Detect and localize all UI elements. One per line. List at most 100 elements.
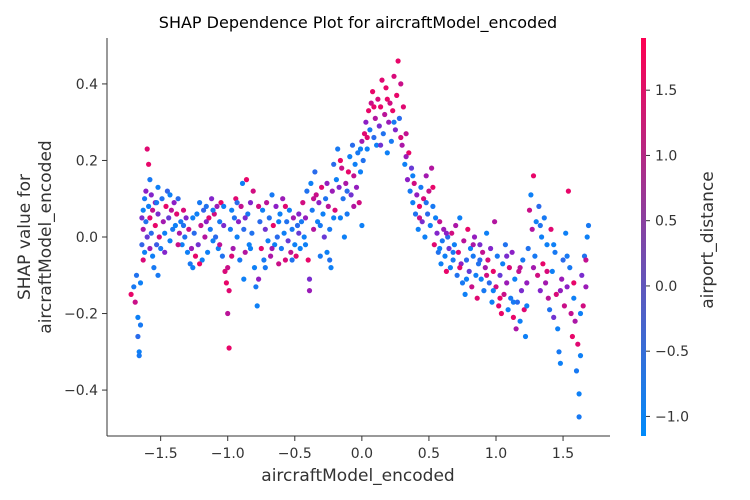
- data-point: [316, 200, 322, 206]
- data-point: [331, 215, 337, 221]
- data-point: [465, 226, 471, 232]
- data-point: [286, 207, 292, 213]
- data-point: [364, 134, 370, 141]
- data-point: [383, 85, 389, 91]
- data-point: [203, 219, 209, 225]
- data-point: [135, 333, 141, 340]
- data-point: [552, 249, 558, 255]
- data-point: [172, 222, 178, 229]
- data-point: [551, 314, 557, 320]
- data-point: [319, 184, 325, 190]
- data-point: [175, 242, 181, 248]
- data-point: [480, 249, 486, 255]
- data-point: [184, 249, 191, 255]
- data-point: [217, 219, 223, 225]
- data-point: [198, 222, 204, 229]
- data-point: [266, 215, 272, 221]
- data-point: [226, 345, 232, 351]
- data-point: [501, 291, 507, 297]
- data-point: [522, 333, 529, 340]
- data-point: [317, 253, 323, 259]
- data-point: [402, 161, 408, 167]
- y-axis-label: SHAP value for aircraftModel_encoded: [15, 140, 56, 333]
- data-point: [288, 249, 294, 255]
- data-point: [489, 299, 495, 305]
- data-point: [530, 173, 537, 179]
- x-ticks: −1.5 −1.0 −0.5 0.0 0.5 1.0 1.5: [144, 436, 574, 462]
- data-point: [135, 314, 141, 320]
- data-point: [449, 230, 455, 236]
- data-point: [343, 180, 349, 186]
- data-point: [482, 265, 488, 271]
- data-point: [253, 284, 259, 290]
- data-point: [344, 211, 350, 217]
- data-point: [320, 211, 326, 217]
- data-point: [300, 200, 306, 206]
- data-point: [305, 257, 311, 263]
- data-point: [337, 157, 343, 164]
- y-ticks: −0.4 −0.2 0.0 0.2 0.4: [64, 77, 107, 399]
- data-point: [179, 242, 185, 248]
- data-point: [372, 115, 378, 121]
- data-point: [128, 291, 134, 297]
- data-point: [378, 104, 384, 110]
- data-point: [391, 119, 397, 125]
- data-point: [302, 215, 309, 221]
- data-point: [190, 215, 196, 221]
- data-point: [351, 173, 357, 179]
- data-point: [471, 234, 478, 240]
- data-point: [168, 207, 174, 213]
- data-point: [261, 257, 267, 263]
- data-point: [139, 215, 145, 221]
- data-point: [296, 211, 302, 217]
- data-point: [529, 226, 535, 232]
- data-point: [154, 242, 160, 248]
- data-point: [549, 268, 555, 274]
- data-point: [442, 253, 448, 259]
- data-point: [415, 226, 421, 232]
- data-point: [336, 184, 342, 190]
- data-point: [509, 249, 515, 255]
- data-point: [492, 219, 498, 225]
- data-point: [508, 295, 514, 301]
- data-point: [304, 188, 310, 194]
- data-point: [371, 134, 377, 141]
- data-point: [395, 58, 401, 64]
- data-point: [357, 146, 364, 152]
- data-point: [249, 230, 255, 236]
- data-point: [364, 146, 370, 152]
- data-point: [160, 219, 166, 225]
- data-point: [306, 288, 313, 294]
- data-point: [484, 272, 490, 278]
- data-point: [502, 242, 508, 248]
- data-point: [293, 253, 299, 259]
- data-point: [425, 211, 431, 217]
- data-point: [147, 245, 153, 252]
- data-point: [281, 230, 287, 236]
- data-point: [328, 265, 334, 271]
- data-point: [234, 234, 240, 240]
- data-point: [528, 192, 534, 198]
- data-point: [370, 89, 376, 95]
- data-point: [174, 211, 180, 217]
- data-point: [213, 234, 219, 240]
- data-point: [486, 280, 492, 286]
- data-point: [222, 268, 228, 274]
- data-point: [419, 219, 425, 225]
- data-point: [205, 249, 211, 255]
- data-point: [387, 100, 393, 106]
- data-point: [392, 127, 398, 133]
- data-point: [537, 222, 543, 229]
- data-point: [167, 238, 173, 244]
- data-point: [313, 192, 319, 198]
- data-point: [298, 219, 305, 225]
- data-point: [276, 261, 282, 267]
- data-point: [576, 414, 582, 420]
- data-point: [585, 222, 592, 229]
- data-point: [262, 226, 268, 232]
- data-point: [584, 234, 590, 240]
- data-point: [505, 307, 511, 313]
- data-point: [162, 230, 168, 236]
- data-point: [540, 261, 546, 267]
- data-point: [327, 226, 333, 232]
